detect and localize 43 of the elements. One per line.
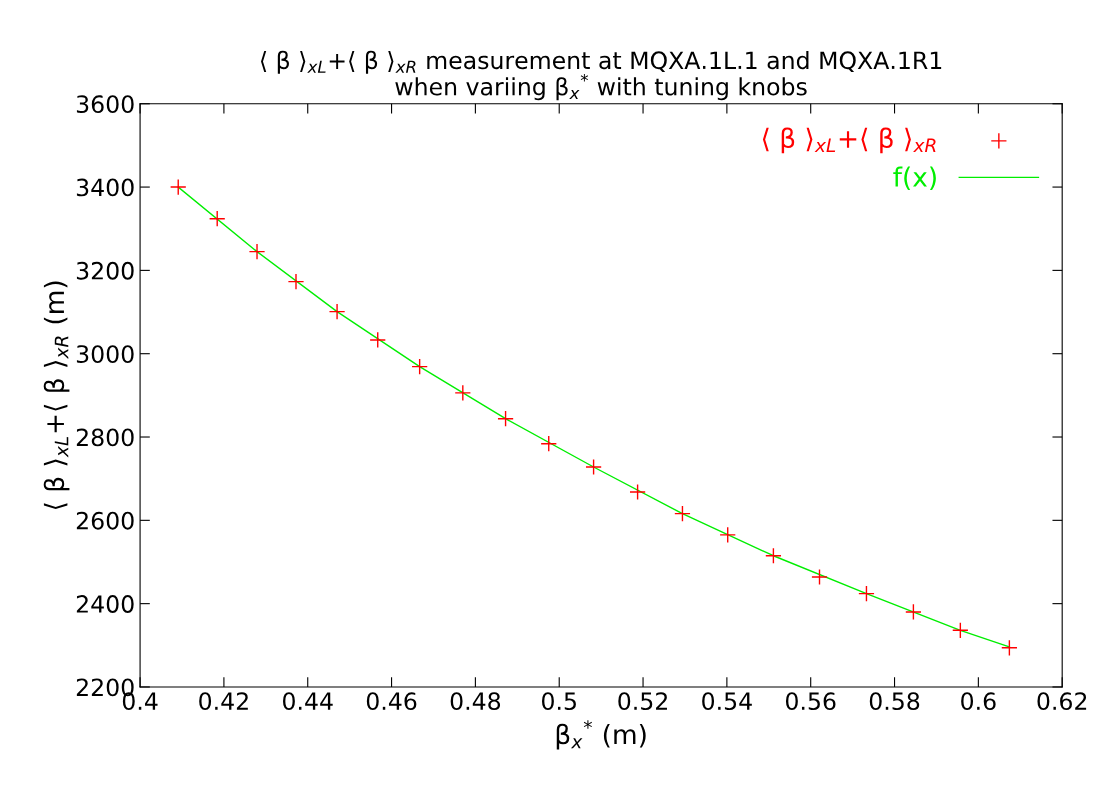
point <box>585 458 602 476</box>
point <box>952 622 969 639</box>
x-tick-label: 0.46 <box>366 692 417 711</box>
point <box>328 303 346 320</box>
legend-label: f(x) <box>893 166 936 191</box>
point <box>765 547 782 565</box>
y-tick-label: 2600 <box>76 511 134 530</box>
x-tick-label: 0.52 <box>618 692 667 711</box>
point <box>169 178 187 196</box>
x-tick-label: 0.62 <box>1037 692 1087 711</box>
point <box>411 358 428 375</box>
point <box>287 273 305 290</box>
y-tick-label: 3000 <box>76 345 134 364</box>
legend-label: ⟨ β ⟩$_{xL}$+⟨ β ⟩$_{xR}$ <box>762 127 936 154</box>
point <box>497 410 514 427</box>
y-tick-label: 2400 <box>76 595 134 613</box>
x-tick-label: 0.54 <box>702 692 752 711</box>
point <box>858 585 875 602</box>
point <box>629 483 646 501</box>
x-tick-label: 0.58 <box>869 692 920 711</box>
point <box>719 526 737 544</box>
y-tick-label: 3400 <box>76 178 134 197</box>
x-tick-label: 0.56 <box>785 692 836 711</box>
x-tick-label: 0.42 <box>199 692 248 711</box>
y-tick-label: 2800 <box>76 428 134 447</box>
y-tick-label: 3600 <box>76 95 134 114</box>
point <box>674 505 691 522</box>
point <box>208 210 226 228</box>
point <box>905 603 922 621</box>
point <box>454 384 472 402</box>
point <box>369 331 387 349</box>
point <box>811 568 828 586</box>
x-tick-label: 0.6 <box>961 692 996 711</box>
point <box>248 243 266 260</box>
x-axis-title: β$_{x}$$^{*}$ (m) <box>556 720 646 750</box>
point <box>1001 639 1018 657</box>
y-tick-label: 3200 <box>76 261 134 280</box>
x-tick-label: 0.44 <box>283 692 333 711</box>
y-axis-title: ⟨ β ⟩$_{xL}$+⟨ β ⟩$_{xR}$ (m) <box>43 281 70 510</box>
chart-title: ⟨ β ⟩$_{xL}$+⟨ β ⟩$_{xR}$ measurement at MQXA.1L.1 and MQXA.1R1 when variing β$_{x}$$^{*}$ with tuning knobs <box>261 50 942 101</box>
x-tick-label: 0.5 <box>542 692 576 711</box>
point <box>540 435 558 452</box>
x-tick-label: 0.48 <box>450 692 501 711</box>
